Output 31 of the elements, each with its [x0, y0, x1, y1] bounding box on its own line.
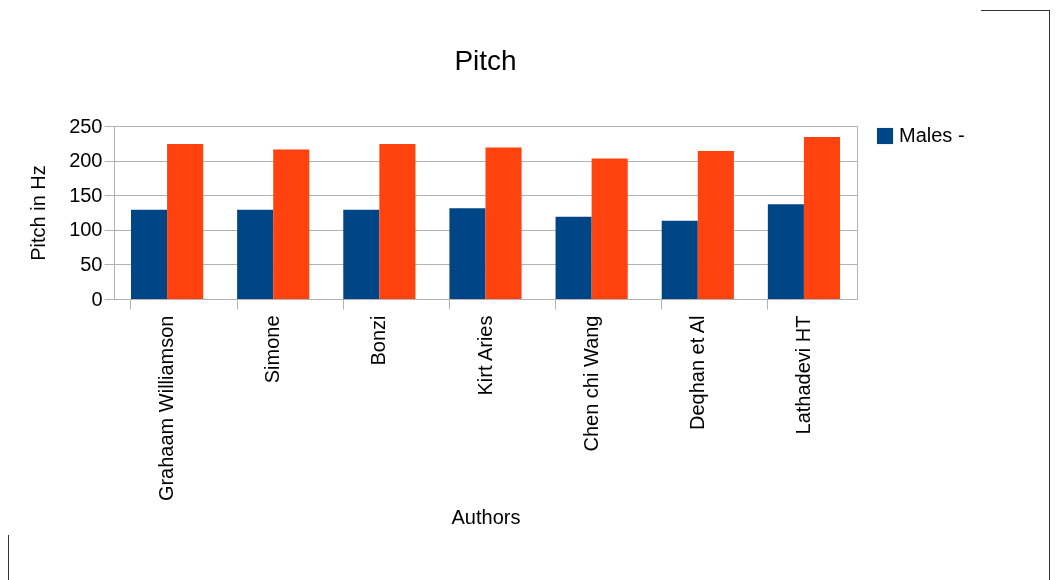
bar: [661, 220, 698, 299]
x-tick-label: Deqhan et Al: [685, 315, 708, 431]
bar: [767, 204, 804, 299]
bar: [237, 209, 274, 299]
chart-title: Pitch: [454, 45, 517, 76]
y-tick-label: 200: [69, 149, 103, 172]
bar: [697, 150, 734, 299]
bar: [591, 158, 628, 299]
bar: [803, 137, 841, 299]
bar: [449, 208, 486, 299]
bar: [379, 143, 416, 299]
y-tick-label: 50: [80, 252, 103, 275]
bar: [130, 209, 168, 299]
bar: [273, 149, 310, 299]
bar: [485, 147, 522, 299]
legend-label: Males -: [899, 124, 965, 146]
x-tick-label: Grahaam Williamson: [155, 315, 178, 502]
y-axis-title: Pitch in Hz: [27, 165, 50, 261]
bar: [167, 143, 204, 299]
x-tick-label: Simone: [261, 315, 284, 384]
x-tick-label: Lathadevi HT: [791, 315, 814, 435]
x-tick-label: Bonzi: [367, 315, 390, 366]
x-axis-title: Authors: [451, 505, 521, 528]
x-tick-label: Chen chi Wang: [579, 315, 602, 452]
y-tick-label: 100: [69, 218, 103, 241]
y-tick-label: 0: [91, 287, 103, 310]
bar: [555, 216, 592, 299]
y-tick-label: 150: [69, 183, 103, 206]
y-tick-label: 250: [69, 114, 103, 137]
x-tick-label: Kirt Aries: [473, 315, 496, 396]
bar: [343, 209, 380, 299]
